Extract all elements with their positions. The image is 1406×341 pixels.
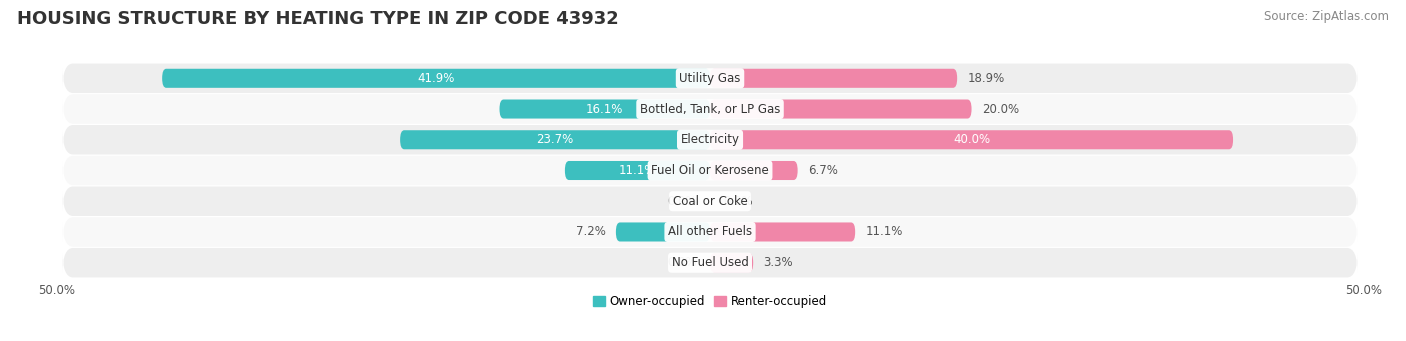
Text: 16.1%: 16.1%	[586, 103, 623, 116]
Text: Coal or Coke: Coal or Coke	[672, 195, 748, 208]
Text: HOUSING STRUCTURE BY HEATING TYPE IN ZIP CODE 43932: HOUSING STRUCTURE BY HEATING TYPE IN ZIP…	[17, 10, 619, 28]
Legend: Owner-occupied, Renter-occupied: Owner-occupied, Renter-occupied	[588, 291, 832, 313]
Text: 3.3%: 3.3%	[763, 256, 793, 269]
Text: Utility Gas: Utility Gas	[679, 72, 741, 85]
Text: 40.0%: 40.0%	[953, 133, 990, 146]
FancyBboxPatch shape	[710, 222, 855, 241]
FancyBboxPatch shape	[63, 125, 1357, 154]
Text: 7.2%: 7.2%	[575, 225, 606, 238]
FancyBboxPatch shape	[710, 100, 972, 119]
FancyBboxPatch shape	[162, 69, 710, 88]
FancyBboxPatch shape	[63, 187, 1357, 216]
Text: 0.0%: 0.0%	[668, 256, 697, 269]
FancyBboxPatch shape	[401, 130, 710, 149]
FancyBboxPatch shape	[565, 161, 710, 180]
FancyBboxPatch shape	[710, 161, 797, 180]
Text: Fuel Oil or Kerosene: Fuel Oil or Kerosene	[651, 164, 769, 177]
FancyBboxPatch shape	[63, 217, 1357, 247]
FancyBboxPatch shape	[499, 100, 710, 119]
Text: Bottled, Tank, or LP Gas: Bottled, Tank, or LP Gas	[640, 103, 780, 116]
Text: 0.0%: 0.0%	[723, 195, 752, 208]
Text: 11.1%: 11.1%	[619, 164, 657, 177]
Text: Electricity: Electricity	[681, 133, 740, 146]
FancyBboxPatch shape	[710, 130, 1233, 149]
FancyBboxPatch shape	[710, 253, 754, 272]
Text: 6.7%: 6.7%	[808, 164, 838, 177]
FancyBboxPatch shape	[63, 94, 1357, 124]
FancyBboxPatch shape	[710, 69, 957, 88]
Text: Source: ZipAtlas.com: Source: ZipAtlas.com	[1264, 10, 1389, 23]
Text: 20.0%: 20.0%	[981, 103, 1019, 116]
Text: 18.9%: 18.9%	[967, 72, 1005, 85]
FancyBboxPatch shape	[63, 156, 1357, 185]
Text: 11.1%: 11.1%	[866, 225, 903, 238]
Text: No Fuel Used: No Fuel Used	[672, 256, 748, 269]
Text: 0.0%: 0.0%	[668, 195, 697, 208]
FancyBboxPatch shape	[63, 63, 1357, 93]
Text: 23.7%: 23.7%	[537, 133, 574, 146]
FancyBboxPatch shape	[63, 248, 1357, 278]
Text: 41.9%: 41.9%	[418, 72, 454, 85]
FancyBboxPatch shape	[616, 222, 710, 241]
Text: All other Fuels: All other Fuels	[668, 225, 752, 238]
